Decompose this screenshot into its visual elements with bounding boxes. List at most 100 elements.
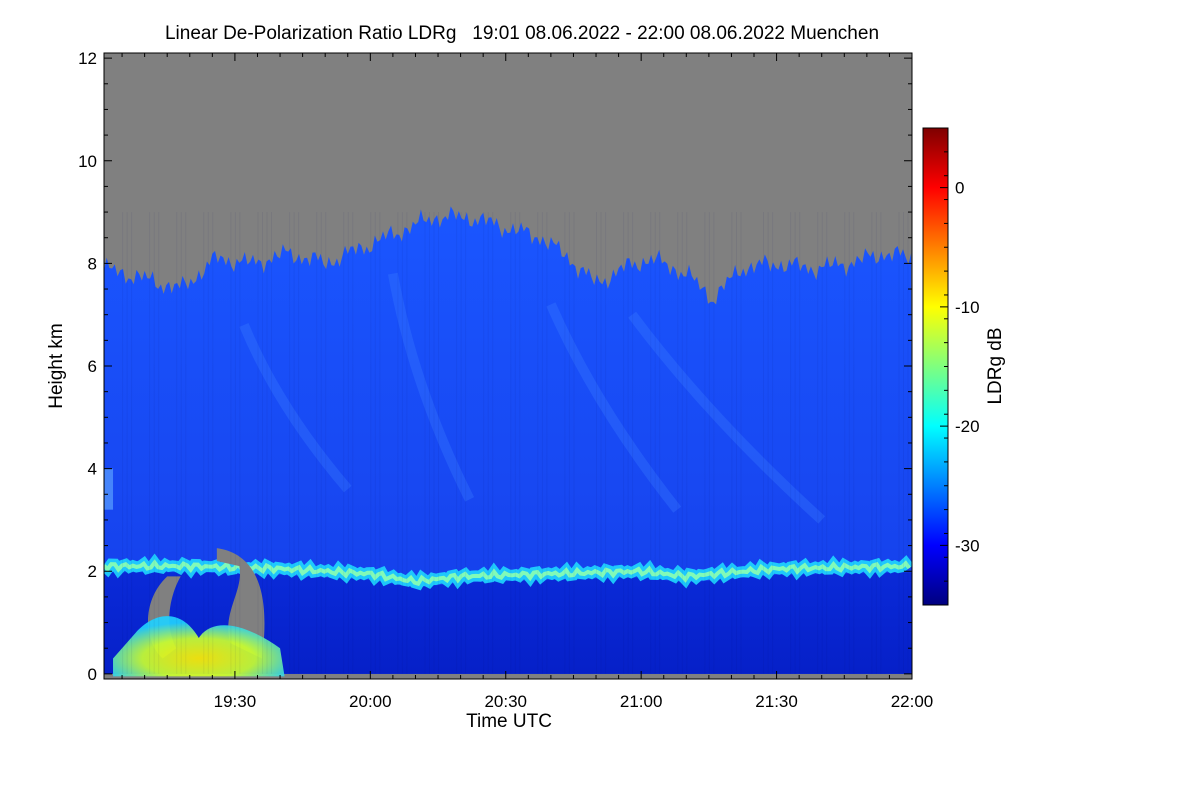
- y-tick-label: 0: [88, 665, 97, 684]
- profile-stripe: [794, 212, 796, 674]
- profile-stripe: [487, 212, 489, 674]
- x-tick-label: 22:00: [891, 692, 934, 711]
- profile-stripe: [799, 212, 801, 674]
- profile-stripe: [600, 212, 602, 674]
- profile-stripe: [153, 212, 155, 674]
- profile-stripe: [546, 212, 548, 674]
- profile-stripe: [650, 212, 652, 674]
- profile-stripe: [605, 212, 607, 674]
- depolarizing-layer: [113, 616, 285, 677]
- boundary-layer-region: [104, 572, 912, 674]
- profile-stripe: [176, 212, 178, 674]
- profile-stripe: [465, 212, 467, 674]
- profile-stripe: [772, 212, 774, 674]
- profile-stripe: [271, 212, 272, 674]
- colorbar-tick-label: 0: [955, 179, 964, 198]
- profile-stripe: [325, 212, 327, 674]
- profile-stripe: [352, 212, 354, 674]
- profile-stripe: [158, 212, 160, 674]
- profile-stripe: [316, 212, 318, 674]
- profile-stripe: [681, 212, 683, 674]
- profile-stripe: [320, 212, 322, 674]
- profile-stripe: [343, 212, 345, 674]
- profile-stripe: [708, 212, 710, 674]
- profile-stripe: [627, 212, 629, 674]
- edge-artifact: [104, 468, 114, 510]
- profile-stripe: [401, 212, 403, 674]
- colorbar-tick-label: -30: [955, 536, 980, 555]
- profile-stripe: [370, 212, 372, 674]
- profile-stripe: [347, 212, 349, 674]
- colorbar-title: LDRg dB: [985, 327, 1006, 404]
- y-axis: 0 2 4 6 8 10 12: [78, 49, 912, 684]
- profile-stripe: [632, 212, 634, 674]
- y-tick-label: 4: [88, 460, 97, 479]
- profile-stripe: [568, 212, 570, 674]
- profile-stripe: [257, 212, 259, 674]
- profile-stripe: [203, 212, 205, 674]
- y-tick-label: 10: [78, 152, 97, 171]
- profile-stripe: [654, 212, 656, 674]
- profile-stripe: [207, 212, 209, 674]
- profile-stripe: [763, 212, 764, 674]
- colorbar-tick-label: -10: [955, 298, 980, 317]
- profile-stripe: [126, 212, 128, 674]
- profile-stripe: [289, 212, 291, 674]
- profile-stripe: [131, 212, 133, 674]
- profile-stripe: [880, 212, 882, 674]
- colorbar-tick-label: -20: [955, 417, 980, 436]
- x-tick-label: 21:00: [620, 692, 663, 711]
- profile-stripe: [821, 212, 823, 674]
- profile-stripe: [853, 212, 855, 674]
- profile-stripe: [790, 212, 792, 674]
- profile-stripe: [424, 212, 426, 674]
- profile-stripe: [871, 212, 873, 674]
- x-tick-label: 20:30: [484, 692, 527, 711]
- profile-stripe: [659, 212, 661, 674]
- profile-stripe: [149, 212, 151, 674]
- profile-stripe: [492, 212, 494, 674]
- profile-stripe: [293, 212, 295, 674]
- profile-stripe: [903, 212, 904, 674]
- profile-stripe: [239, 212, 241, 674]
- profile-stripe: [212, 212, 214, 674]
- colorbar-ticks: 0 -10 -20 -30: [940, 127, 980, 606]
- profile-stripe: [519, 212, 521, 674]
- profile-stripe: [456, 212, 458, 674]
- profile-stripe: [122, 212, 124, 674]
- profile-stripe: [713, 212, 715, 674]
- profile-stripe: [736, 212, 737, 674]
- x-tick-label: 19:30: [214, 692, 257, 711]
- profile-stripe: [406, 212, 408, 674]
- y-tick-label: 8: [88, 254, 97, 273]
- profile-stripe: [875, 212, 877, 674]
- profile-stripe: [438, 212, 439, 674]
- profile-stripe: [686, 212, 688, 674]
- profile-stripe: [379, 212, 381, 674]
- profile-stripe: [433, 212, 435, 674]
- y-axis-title: Height km: [46, 323, 67, 409]
- chart-title: Linear De-Polarization Ratio LDRg 19:01 …: [165, 23, 879, 44]
- profile-stripe: [623, 212, 625, 674]
- profile-stripe: [704, 212, 706, 674]
- profile-stripe: [817, 212, 819, 674]
- fall-streak: [239, 323, 352, 493]
- profile-stripe: [180, 212, 182, 674]
- fall-streak: [546, 302, 682, 513]
- x-tick-label: 20:00: [349, 692, 392, 711]
- profile-stripe: [510, 212, 512, 674]
- profile-stripe: [234, 212, 236, 674]
- colorbar: [922, 127, 949, 606]
- profile-stripe: [185, 212, 187, 674]
- profile-stripe: [677, 212, 679, 674]
- profile-stripe: [898, 212, 900, 674]
- profile-stripe: [564, 212, 566, 674]
- profile-stripe: [298, 212, 300, 674]
- profile-stripe: [541, 212, 543, 674]
- y-tick-label: 12: [78, 49, 97, 68]
- profile-stripe: [596, 212, 597, 674]
- x-axis: 19:30 20:00 20:30 21:00 21:30 22:00: [121, 53, 934, 711]
- profile-stripe: [740, 212, 742, 674]
- profile-stripe: [573, 212, 575, 674]
- profile-stripe: [826, 212, 828, 674]
